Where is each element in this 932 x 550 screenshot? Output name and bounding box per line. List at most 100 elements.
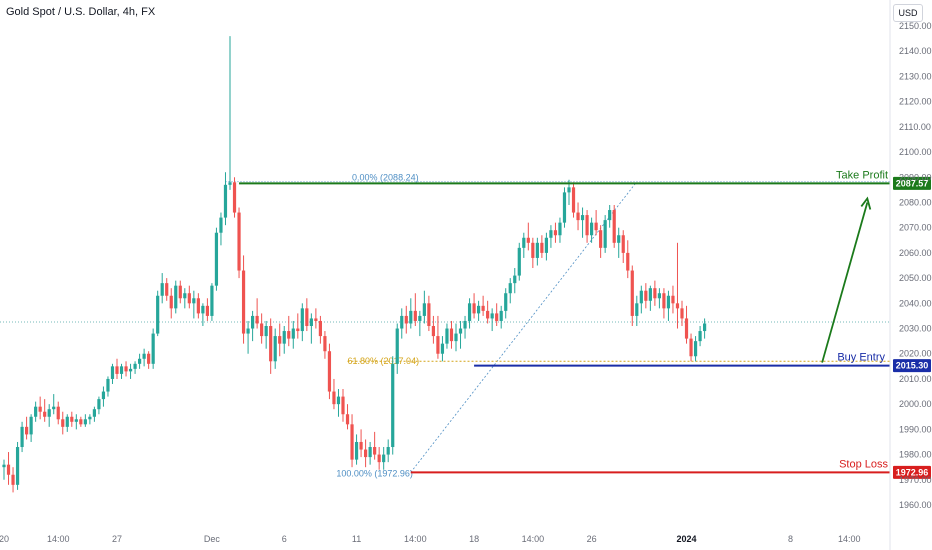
candle-body <box>327 351 332 392</box>
candle-body <box>61 419 65 427</box>
take-profit-price-tag <box>893 176 931 190</box>
candle-body <box>612 210 616 243</box>
candle-body <box>467 303 472 321</box>
candle-body <box>43 411 47 417</box>
candle-body <box>364 449 368 458</box>
price-tick-label: 2100.00 <box>899 147 932 157</box>
candle-body <box>526 237 530 243</box>
candle-body <box>422 303 426 316</box>
price-axis[interactable]: 2150.00 2140.00 2130.00 2120.00 2110.00 2100.… <box>889 0 932 550</box>
price-tick-label: 2070.00 <box>899 223 932 233</box>
candle-body <box>128 368 133 372</box>
candle-body <box>621 235 625 253</box>
candle-body <box>142 353 146 359</box>
candle-body <box>65 416 69 427</box>
time-tick-label: 14:00 <box>47 534 70 544</box>
candle-body <box>535 242 539 258</box>
candle-body <box>382 454 386 463</box>
price-tick-label: 2080.00 <box>899 197 932 207</box>
candle-body <box>201 305 205 314</box>
candle-body <box>531 242 535 258</box>
time-tick-label: 20 <box>0 534 9 544</box>
price-tick-label: 2030.00 <box>899 324 932 334</box>
candle-body <box>101 391 106 400</box>
price-tick-label: 2050.00 <box>899 273 932 283</box>
candle-body <box>251 315 255 329</box>
candle-body <box>603 220 607 248</box>
candle-body <box>675 303 680 309</box>
candle-body <box>20 426 24 448</box>
candle-body <box>228 182 232 185</box>
time-axis[interactable]: 20 14:00 27 Dec 6 11 14:00 18 14:00 26 2024 8 14:00 <box>0 534 861 544</box>
currency-button[interactable]: USD <box>893 4 923 22</box>
candle-body <box>400 315 404 329</box>
candle-body <box>517 247 521 276</box>
candle-body <box>413 310 417 321</box>
candle-body <box>562 192 567 223</box>
time-tick-label: 14:00 <box>838 534 861 544</box>
candle-body <box>522 237 526 248</box>
price-tick-label: 1980.00 <box>899 450 932 460</box>
candle-body <box>56 406 60 420</box>
candle-body <box>693 341 698 357</box>
candle-body <box>38 406 42 412</box>
candle-body <box>504 293 508 311</box>
fibonacci-retracement[interactable]: 0.00% (2088.24) 61.80% (2017.04) 100.00% (… <box>225 173 890 479</box>
candle-body <box>273 336 277 362</box>
candle-body <box>648 288 652 301</box>
candle-body <box>499 310 503 321</box>
candle-body <box>119 366 124 374</box>
candle-body <box>11 474 15 485</box>
candle-body <box>282 331 286 344</box>
candle-body <box>599 230 603 248</box>
candle-body <box>409 310 413 324</box>
trade-annotations[interactable]: Take Profit 2087.57 Buy Entry 2015.30 Stop L… <box>239 169 931 479</box>
candle-body <box>626 252 630 271</box>
candle-body <box>680 308 684 319</box>
time-tick-label: 14:00 <box>522 534 545 544</box>
candle-body <box>205 305 209 316</box>
buy-entry-label: Buy Entry <box>837 352 885 364</box>
candle-body <box>138 358 142 364</box>
candle-body <box>25 426 29 435</box>
time-tick-label: 11 <box>352 534 361 544</box>
candle-body <box>2 464 6 468</box>
candle-body <box>549 230 553 238</box>
take-profit-label: Take Profit <box>836 169 888 181</box>
time-tick-label: 18 <box>469 534 479 544</box>
currency-label: USD <box>898 8 918 18</box>
candle-body <box>6 464 11 475</box>
time-tick-label: 8 <box>788 534 793 544</box>
candle-body <box>147 353 151 364</box>
candle-body <box>580 215 585 221</box>
candle-body <box>608 210 612 221</box>
candle-body <box>449 328 454 342</box>
candle-body <box>630 270 634 316</box>
candle-body <box>160 283 164 296</box>
candle-body <box>187 293 191 304</box>
candle-body <box>269 326 273 362</box>
candle-body <box>332 391 336 405</box>
time-tick-label: 14:00 <box>404 534 427 544</box>
candle-body <box>183 293 187 299</box>
candle-body <box>445 328 449 344</box>
candle-body <box>278 336 282 344</box>
candle-body <box>436 336 440 354</box>
price-tick-label: 1960.00 <box>899 500 932 510</box>
fib-level-label: 61.80% (2017.04) <box>348 356 420 366</box>
candle-body <box>404 315 408 324</box>
buy-entry-price-tag <box>893 359 931 373</box>
candle-body <box>644 290 648 301</box>
candle-body <box>47 409 51 417</box>
fib-level-label: 0.00% (2088.24) <box>352 173 419 183</box>
candle-body <box>83 419 87 425</box>
candle-body <box>291 328 295 339</box>
candle-body <box>635 303 639 316</box>
candle-body <box>427 303 431 327</box>
candle-body <box>431 326 435 337</box>
candle-body <box>246 328 250 334</box>
candle-body <box>309 318 313 327</box>
candle-body <box>463 320 467 329</box>
